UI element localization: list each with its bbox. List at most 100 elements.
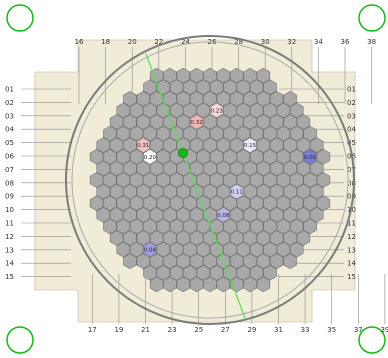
hex-cell[interactable]: [196, 102, 211, 119]
hex-cell[interactable]: [109, 183, 124, 200]
hex-cell[interactable]: [243, 160, 257, 177]
hex-cell[interactable]: [256, 276, 271, 293]
hex-cell[interactable]: [229, 253, 244, 269]
hex-cell[interactable]: [123, 91, 137, 107]
hex-cell[interactable]: [169, 125, 184, 142]
hex-cell[interactable]: [123, 114, 137, 130]
hex-cell[interactable]: [310, 207, 324, 223]
hex-cell[interactable]: [283, 230, 297, 246]
hex-cell[interactable]: [216, 137, 231, 153]
hex-cell[interactable]: [276, 125, 291, 142]
hex-cell[interactable]: [256, 114, 271, 130]
hex-cell[interactable]: [236, 149, 251, 165]
hex-cell[interactable]: [136, 91, 150, 107]
hex-cell[interactable]: [196, 79, 211, 95]
hex-cell[interactable]: [189, 91, 204, 107]
hex-cell[interactable]: [189, 207, 204, 223]
hex-cell[interactable]: [229, 67, 244, 84]
hex-cell[interactable]: [89, 172, 104, 188]
hex-cell[interactable]: [149, 114, 164, 130]
hex-cell[interactable]: [216, 276, 231, 293]
hex-cell[interactable]: [296, 183, 311, 200]
hex-cell[interactable]: [229, 137, 244, 153]
hex-cell[interactable]: [183, 79, 197, 95]
hex-cell[interactable]: [109, 207, 124, 223]
hex-cell[interactable]: [149, 253, 164, 269]
hex-cell[interactable]: [209, 241, 224, 258]
hex-cell[interactable]: [310, 137, 324, 153]
hex-cell[interactable]: [283, 207, 297, 223]
hex-cell[interactable]: [103, 149, 117, 165]
hex-cell[interactable]: [256, 230, 271, 246]
hex-cell[interactable]: [310, 160, 324, 177]
hex-cell[interactable]: [163, 207, 177, 223]
hex-cell[interactable]: [163, 230, 177, 246]
hex-cell[interactable]: [263, 172, 277, 188]
hex-cell[interactable]: [216, 183, 231, 200]
hex-cell[interactable]: [136, 114, 150, 130]
hex-cell[interactable]: [263, 102, 277, 119]
hex-cell[interactable]: [209, 172, 224, 188]
hex-cell[interactable]: [250, 172, 264, 188]
hex-cell[interactable]: [103, 218, 117, 235]
hex-cell[interactable]: [203, 253, 217, 269]
hex-cell[interactable]: [123, 160, 137, 177]
hex-cell-highlight[interactable]: 0.15: [243, 137, 257, 153]
hex-cell[interactable]: [149, 91, 164, 107]
hex-cell[interactable]: [263, 241, 277, 258]
hex-cell[interactable]: [169, 218, 184, 235]
hex-cell[interactable]: [276, 102, 291, 119]
hex-cell[interactable]: [143, 79, 157, 95]
hex-cell[interactable]: [296, 137, 311, 153]
hex-cell[interactable]: [243, 230, 257, 246]
hex-cell[interactable]: [183, 102, 197, 119]
hex-cell[interactable]: [176, 160, 191, 177]
hex-cell[interactable]: [176, 183, 191, 200]
hex-cell[interactable]: [263, 195, 277, 211]
hex-cell[interactable]: [316, 195, 331, 211]
hex-cell[interactable]: [163, 67, 177, 84]
hex-cell[interactable]: [243, 253, 257, 269]
hex-cell[interactable]: [136, 207, 150, 223]
hex-cell[interactable]: [203, 276, 217, 293]
hex-cell[interactable]: [223, 79, 237, 95]
hex-cell[interactable]: [89, 149, 104, 165]
hex-cell[interactable]: [103, 195, 117, 211]
hex-cell[interactable]: [229, 114, 244, 130]
hex-cell[interactable]: [136, 230, 150, 246]
hex-cell[interactable]: [250, 241, 264, 258]
hex-cell[interactable]: [176, 253, 191, 269]
hex-cell[interactable]: [183, 125, 197, 142]
hex-cell[interactable]: [169, 79, 184, 95]
hex-cell[interactable]: [216, 114, 231, 130]
hex-cell[interactable]: [109, 160, 124, 177]
position-marker[interactable]: [178, 148, 188, 158]
hex-cell[interactable]: [203, 67, 217, 84]
hex-cell[interactable]: [116, 241, 130, 258]
hex-cell[interactable]: [156, 218, 170, 235]
hex-cell[interactable]: [283, 91, 297, 107]
hex-cell[interactable]: [250, 79, 264, 95]
hex-cell[interactable]: [189, 137, 204, 153]
hex-cell[interactable]: [290, 195, 304, 211]
hex-cell[interactable]: [270, 91, 284, 107]
hex-cell[interactable]: [263, 79, 277, 95]
hex-cell[interactable]: [143, 172, 157, 188]
hex-cell[interactable]: [236, 102, 251, 119]
hex-cell[interactable]: [149, 137, 164, 153]
hex-cell[interactable]: [183, 218, 197, 235]
hex-cell-highlight[interactable]: 0.32: [189, 114, 204, 130]
hex-cell[interactable]: [223, 125, 237, 142]
hex-cell[interactable]: [123, 183, 137, 200]
hex-cell[interactable]: [270, 137, 284, 153]
hex-cell[interactable]: [96, 160, 110, 177]
hex-cell[interactable]: [163, 253, 177, 269]
hex-cell[interactable]: [296, 207, 311, 223]
hex-cell[interactable]: [310, 183, 324, 200]
hex-cell[interactable]: [203, 91, 217, 107]
hex-cell[interactable]: [270, 183, 284, 200]
hex-cell[interactable]: [209, 79, 224, 95]
hex-cell[interactable]: [143, 265, 157, 281]
hex-cell[interactable]: [236, 241, 251, 258]
hex-cell[interactable]: [209, 149, 224, 165]
